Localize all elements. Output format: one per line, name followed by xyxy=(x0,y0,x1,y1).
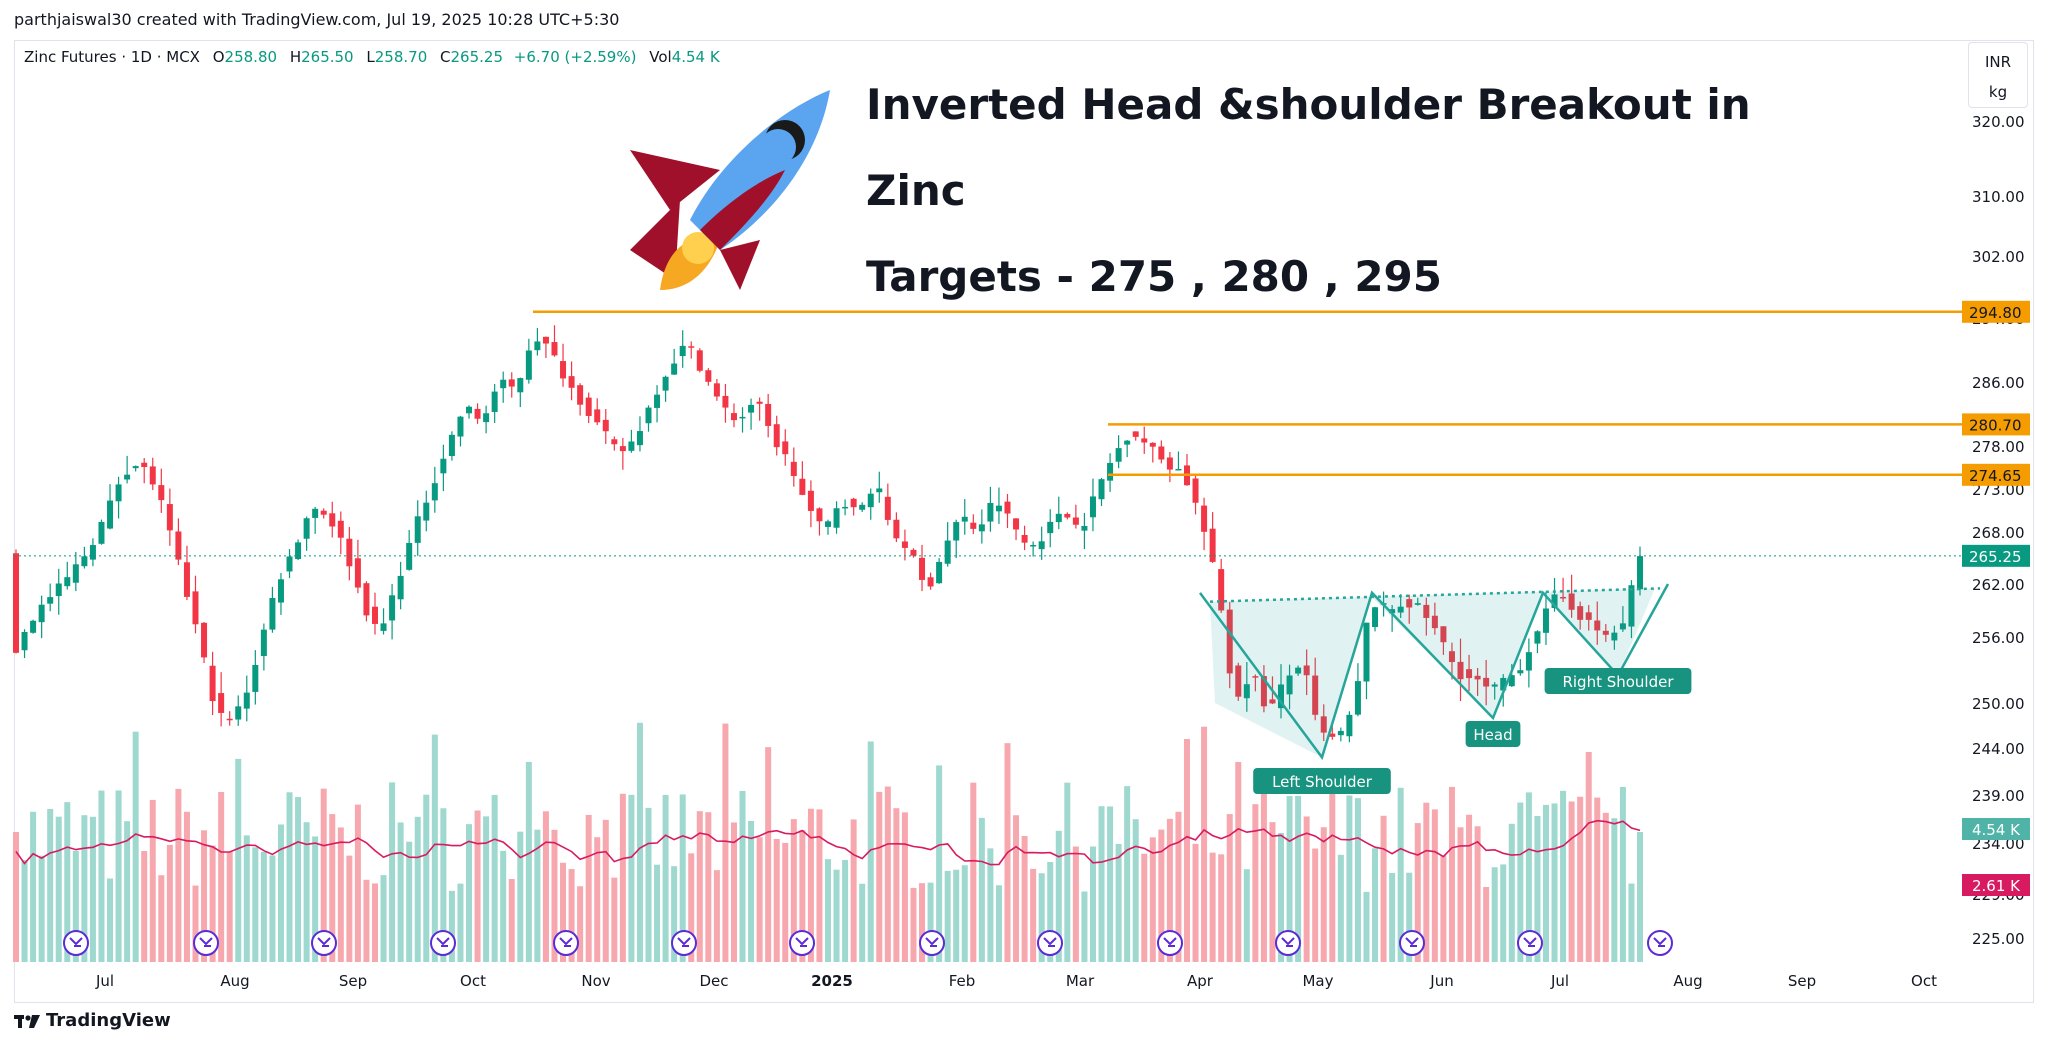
legend-open-label: O xyxy=(212,48,225,66)
tradingview-logo-text: TradingView xyxy=(46,1010,171,1031)
tradingview-logo[interactable]: TradingView xyxy=(14,1010,171,1031)
legend-change: +6.70 (+2.59%) xyxy=(513,48,637,66)
headline-line-2: Zinc xyxy=(866,166,966,215)
legend-symbol[interactable]: Zinc Futures · 1D · MCX xyxy=(24,48,200,66)
unit-quantity: kg xyxy=(1988,83,2008,101)
chart-credit: parthjaiswal30 created with TradingView.… xyxy=(14,10,620,29)
unit-currency: INR xyxy=(1984,53,2012,71)
legend-low-label: L xyxy=(366,48,375,66)
legend-volume-label: Vol xyxy=(649,48,672,66)
legend-open-value: 258.80 xyxy=(224,48,278,66)
legend-high-label: H xyxy=(289,48,302,66)
legend-volume-value: 4.54 K xyxy=(671,48,720,66)
headline-line-3: Targets - 275 , 280 , 295 xyxy=(866,252,1443,301)
legend-close-label: C xyxy=(440,48,451,66)
legend-high-value: 265.50 xyxy=(301,48,354,66)
legend-low-value: 258.70 xyxy=(374,48,428,66)
chart-legend: Zinc Futures · 1D · MCX O258.80 H265.50 … xyxy=(24,48,720,66)
chart-frame xyxy=(14,40,2034,1003)
headline-line-1: Inverted Head &shoulder Breakout in xyxy=(866,80,1751,129)
legend-close-value: 265.25 xyxy=(450,48,504,66)
tradingview-logo-icon xyxy=(14,1014,40,1028)
unit-selector[interactable]: INR kg xyxy=(1968,42,2028,108)
